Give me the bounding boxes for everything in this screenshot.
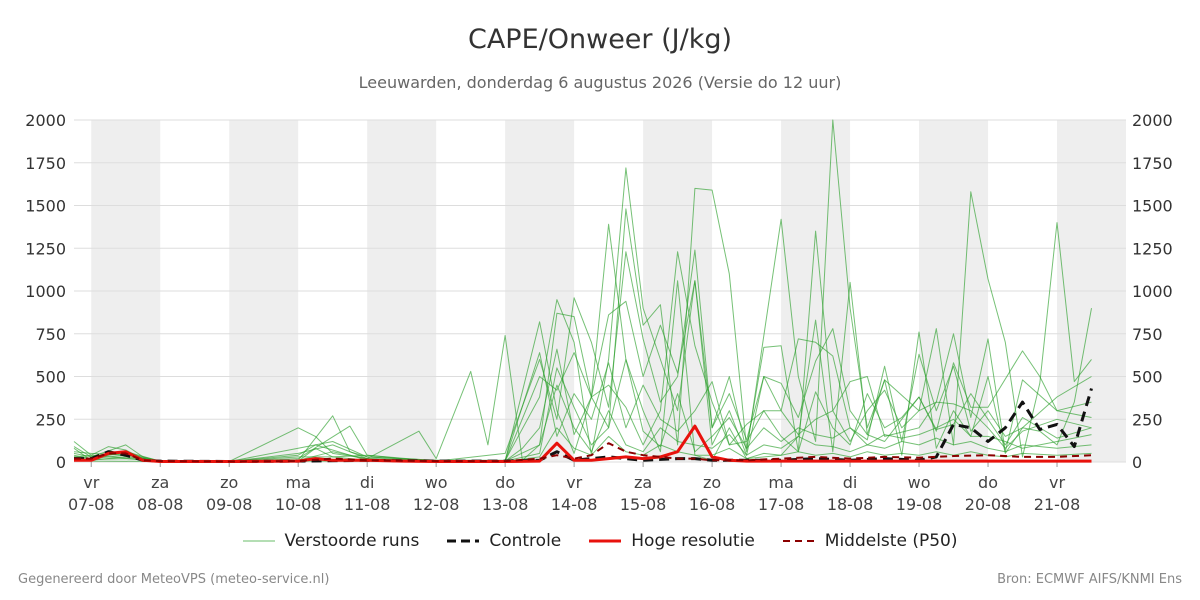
y-tick-left-1250: 1250 [25,239,66,258]
y-tick-right-1500: 1500 [1132,197,1173,216]
member-line-0 [73,223,1092,462]
x-tick-day-0: vr [83,473,99,492]
legend-item-hires[interactable]: Hoge resolutie [589,531,755,551]
y-tick-left-500: 500 [35,368,66,387]
x-tick-date-7: 14-08 [551,495,598,514]
x-tick-date-3: 10-08 [275,495,322,514]
x-tick-day-10: ma [768,473,793,492]
member-line-3 [73,249,1092,462]
y-tick-right-1250: 1250 [1132,239,1173,258]
legend-label-control: Controle [489,531,562,551]
legend-item-members[interactable]: Verstoorde runs [242,531,420,551]
x-tick-day-14: vr [1049,473,1065,492]
x-tick-date-12: 19-08 [896,495,943,514]
legend-item-control[interactable]: Controle [447,531,561,551]
highlight-lines [74,388,1093,463]
x-tick-day-8: za [634,473,652,492]
x-tick-date-4: 11-08 [344,495,391,514]
footer-source: Bron: ECMWF AIFS/KNMI Ens [997,572,1182,587]
x-tick-day-9: zo [703,473,721,492]
y-tick-right-250: 250 [1132,410,1163,429]
median-line [74,442,1092,463]
x-tick-date-1: 08-08 [137,495,184,514]
y-tick-left-250: 250 [35,410,66,429]
x-tick-date-5: 12-08 [413,495,460,514]
legend-swatch-members [242,540,275,542]
x-tick-date-13: 20-08 [965,495,1012,514]
member-lines [73,119,1092,462]
x-tick-date-0: 07-08 [68,495,115,514]
legend: Verstoorde runs Controle Hoge resolutie … [0,531,1200,551]
member-line-7 [73,358,1092,462]
x-tick-day-6: do [495,473,515,492]
x-tick-date-11: 18-08 [827,495,874,514]
x-axis: vr 07-08 za 08-08 zo 09-08 ma 10-08 di 11-08 wo 12-… [68,462,1080,514]
legend-swatch-control [447,539,480,543]
x-tick-day-4: di [360,473,375,492]
x-tick-day-1: za [151,473,169,492]
y-tick-left-2000: 2000 [25,111,66,130]
x-tick-day-13: do [978,473,998,492]
member-line-2 [73,187,1092,462]
y-tick-right-750: 750 [1132,325,1163,344]
y-tick-left-1500: 1500 [25,197,66,216]
y-tick-left-1750: 1750 [25,154,66,173]
y-tick-left-750: 750 [35,325,66,344]
member-line-4 [73,280,1092,462]
x-tick-day-7: vr [566,473,582,492]
x-tick-day-2: zo [220,473,238,492]
y-tick-left-1000: 1000 [25,282,66,301]
x-tick-date-9: 16-08 [689,495,736,514]
chart-title: CAPE/Onweer (J/kg) [467,24,732,55]
x-tick-day-5: wo [425,473,448,492]
legend-label-members: Verstoorde runs [284,531,420,551]
y-tick-right-1000: 1000 [1132,282,1173,301]
y-tick-right-1750: 1750 [1132,154,1173,173]
x-tick-day-12: wo [908,473,931,492]
y-tick-right-0: 0 [1132,453,1142,472]
y-tick-left-0: 0 [56,453,66,472]
chart-subtitle: Leeuwarden, donderdag 6 augustus 2026 (V… [358,73,842,92]
y-tick-right-500: 500 [1132,368,1163,387]
legend-label-hires: Hoge resolutie [631,531,755,551]
x-tick-date-2: 09-08 [206,495,253,514]
x-tick-date-6: 13-08 [482,495,529,514]
member-line-6 [73,352,1092,462]
x-tick-day-3: ma [286,473,311,492]
y-axis-right: 0 250 500 750 1000 1250 1500 1750 2000 [1132,111,1173,472]
footer-credit: Gegenereerd door MeteoVPS (meteo-service… [18,572,330,587]
legend-item-median[interactable]: Middelste (P50) [782,531,958,551]
legend-swatch-median [782,540,815,542]
y-axis-left: 0 250 500 750 1000 1250 1500 1750 2000 [25,111,66,472]
x-tick-day-11: di [843,473,858,492]
x-tick-date-8: 15-08 [620,495,667,514]
x-tick-date-10: 17-08 [758,495,805,514]
legend-label-median: Middelste (P50) [824,531,958,551]
legend-swatch-hires [589,539,622,543]
x-tick-date-14: 21-08 [1034,495,1081,514]
y-tick-right-2000: 2000 [1132,111,1173,130]
